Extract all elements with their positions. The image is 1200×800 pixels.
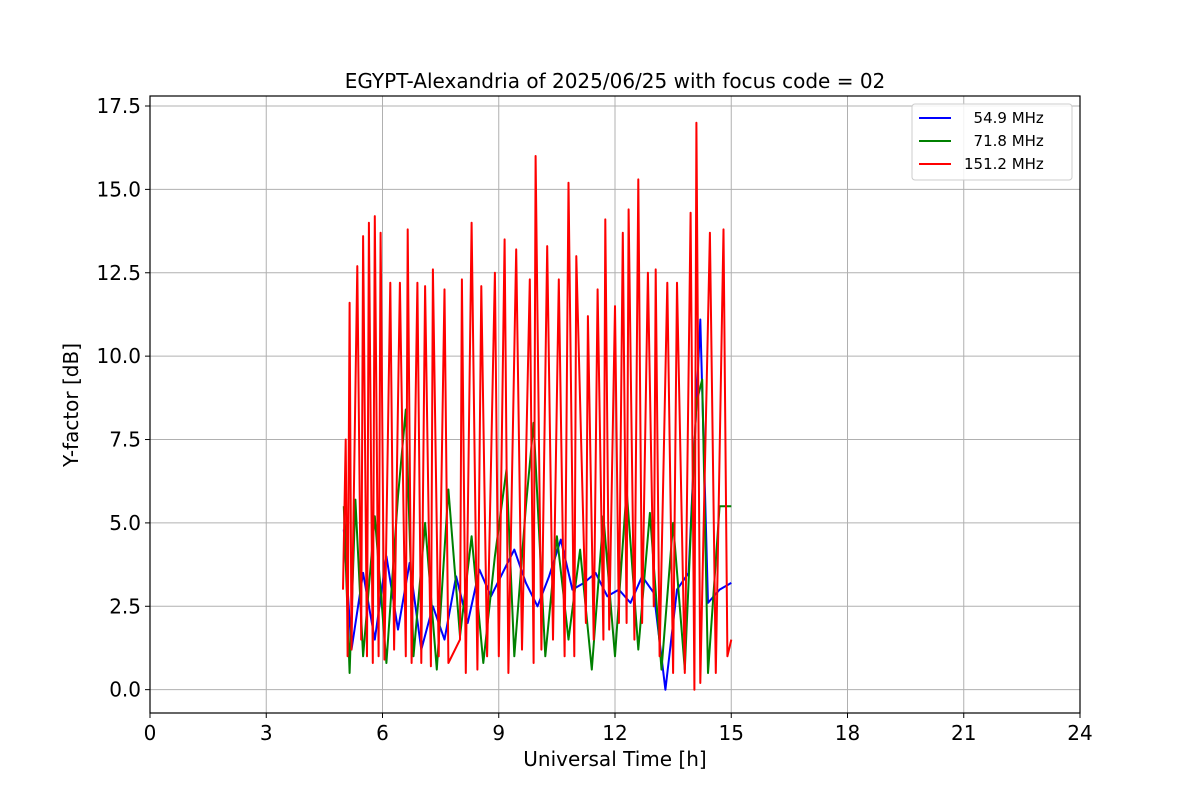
x-tick-label: 24 [1067,721,1092,745]
y-tick-label: 10.0 [96,344,141,368]
y-tick-label: 0.0 [109,678,141,702]
legend-box [911,103,1073,181]
x-tick-label: 15 [719,721,744,745]
y-tick-label: 17.5 [96,94,141,118]
y-tick-label: 7.5 [109,428,141,452]
y-tick-label: 2.5 [109,594,141,618]
x-axis-label: Universal Time [h] [523,747,706,771]
y-tick-label: 5.0 [109,511,141,535]
series-layer [342,121,733,691]
x-tick-label: 12 [602,721,627,745]
x-axis-ticks: 0 3 6 9 12 15 18 21 24 [144,713,1093,745]
y-axis-ticks: 0.0 2.5 5.0 7.5 10.0 12.5 15.0 17.5 [96,94,150,702]
y-axis-label: Y-factor [dB] [59,343,83,468]
series-line-2 [342,121,733,691]
x-tick-label: 21 [951,721,976,745]
legend-label-2: 151.2 MHz [964,155,1044,173]
chart-title: EGYPT-Alexandria of 2025/06/25 with focu… [345,69,886,93]
x-tick-label: 6 [376,721,389,745]
x-tick-label: 0 [144,721,157,745]
y-tick-label: 15.0 [96,177,141,201]
x-tick-label: 18 [835,721,860,745]
legend: 54.9 MHz 71.8 MHz 151.2 MHz [911,103,1073,181]
legend-label-0: 54.9 MHz [964,109,1044,127]
legend-label-1: 71.8 MHz [964,132,1044,150]
x-tick-label: 3 [260,721,273,745]
y-tick-label: 12.5 [96,261,141,285]
x-tick-label: 9 [492,721,505,745]
